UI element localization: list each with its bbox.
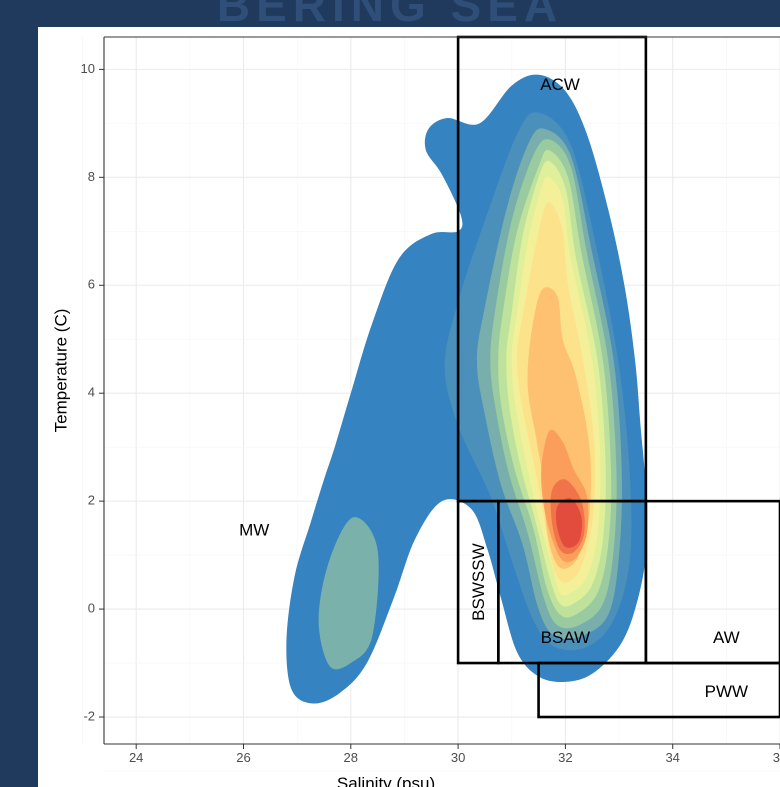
y-tick-label: 4	[88, 385, 95, 400]
y-tick-label: 10	[81, 61, 95, 76]
water-mass-box-pww	[537, 661, 780, 719]
ts-diagram: ACWBSWSSWBSAWAWPWWMW24262830323436-20246…	[51, 35, 780, 787]
x-tick-label: 36	[773, 750, 780, 765]
chart-panel: ACWBSWSSWBSAWAWPWWMW24262830323436-20246…	[38, 27, 780, 787]
density-contour-mw	[318, 517, 379, 670]
y-tick-label: -2	[83, 708, 95, 723]
x-tick-label: 28	[344, 750, 358, 765]
x-tick-label: 34	[665, 750, 679, 765]
chart-heading: BERING SEA	[216, 0, 564, 31]
y-tick-label: 6	[88, 277, 95, 292]
x-tick-label: 32	[558, 750, 572, 765]
y-tick-label: 8	[88, 169, 95, 184]
y-axis-title: Temperature (C)	[51, 309, 70, 433]
x-tick-label: 26	[236, 750, 250, 765]
water-mass-label-bswssw: BSWSSW	[469, 543, 488, 620]
density-contour-level-12	[555, 498, 583, 548]
x-tick-label: 30	[451, 750, 465, 765]
water-mass-label-bsaw: BSAW	[541, 628, 590, 647]
water-mass-label-pww: PWW	[705, 682, 748, 701]
water-mass-label-mw: MW	[239, 520, 269, 539]
water-mass-label-acw: ACW	[540, 75, 580, 94]
y-tick-label: 2	[88, 493, 95, 508]
y-tick-label: 0	[88, 601, 95, 616]
x-tick-label: 24	[129, 750, 143, 765]
water-mass-label-aw: AW	[713, 628, 740, 647]
x-axis-title: Salinity (psu)	[337, 774, 435, 787]
